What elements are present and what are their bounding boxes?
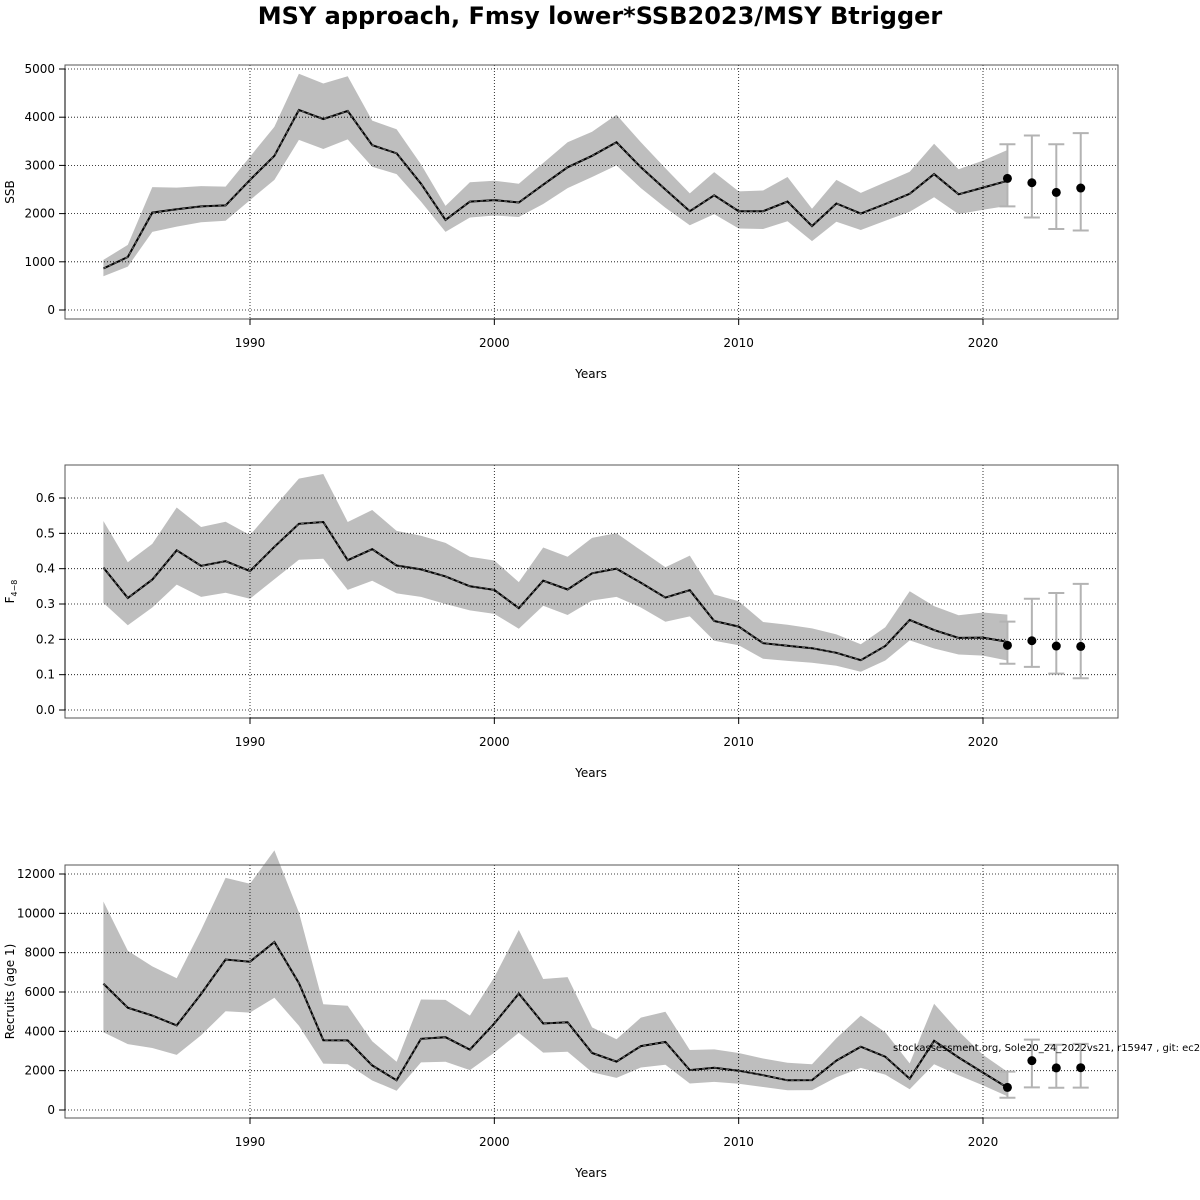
- y-tick-label: 2000: [24, 1064, 55, 1078]
- y-tick-label: 12000: [17, 867, 55, 881]
- forecast-point: [1051, 641, 1061, 651]
- y-tick-label: 0: [47, 1103, 55, 1117]
- y-tick-label: 1000: [24, 255, 55, 269]
- forecast-point: [1051, 1063, 1061, 1073]
- y-tick-label: 0.1: [36, 668, 55, 682]
- confidence-band: [103, 474, 1008, 672]
- x-tick-label: 2000: [479, 735, 510, 749]
- y-axis-title: Recruits (age 1): [3, 944, 17, 1040]
- y-tick-label: 0.2: [36, 632, 55, 646]
- y-tick-label: 0.3: [36, 597, 55, 611]
- x-tick-label: 1990: [235, 1135, 266, 1149]
- forecast-point: [1027, 1056, 1037, 1066]
- x-tick-label: 2010: [723, 735, 754, 749]
- forecast-point: [1027, 178, 1037, 188]
- forecast-point: [1002, 173, 1012, 183]
- x-axis-title: Years: [574, 367, 607, 381]
- forecast-point: [1002, 1082, 1012, 1092]
- confidence-band: [103, 850, 1008, 1097]
- y-tick-label: 4000: [24, 110, 55, 124]
- y-axis-title: F4−8: [3, 580, 19, 604]
- x-axis-title: Years: [574, 766, 607, 780]
- y-tick-label: 0.5: [36, 526, 55, 540]
- y-tick-label: 0.4: [36, 562, 55, 576]
- forecast-point: [1027, 636, 1037, 646]
- chart-title: MSY approach, Fmsy lower*SSB2023/MSY Btr…: [257, 2, 943, 30]
- forecast-errorbar: [1023, 134, 1040, 219]
- y-tick-label: 0: [47, 303, 55, 317]
- y-tick-label: 10000: [17, 906, 55, 920]
- y-tick-label: 0.0: [36, 703, 55, 717]
- forecast-errorbar: [1048, 592, 1065, 675]
- panel-3: 0 2000 4000 6000 8000 10000 12000 1990 2000 2010 2…: [3, 850, 1119, 1180]
- forecast-point: [1076, 183, 1086, 193]
- estimate-line-dashed: [103, 109, 1008, 269]
- panel-2: 0.0 0.1 0.2 0.3 0.4 0.5 0.6 1990 2000 2010 2020 Yea…: [3, 464, 1119, 780]
- x-tick-label: 2010: [723, 1135, 754, 1149]
- forecast-errorbar: [1048, 143, 1065, 231]
- forecast-point: [1076, 641, 1086, 651]
- y-axis-title: SSB: [3, 180, 17, 203]
- x-tick-label: 2000: [479, 1135, 510, 1149]
- estimate-line-dashed: [103, 521, 1008, 661]
- forecast-errorbar: [1072, 132, 1089, 232]
- x-tick-label: 2000: [479, 336, 510, 350]
- x-tick-label: 2010: [723, 336, 754, 350]
- estimate-line-dashed: [103, 941, 1008, 1089]
- y-tick-label: 6000: [24, 985, 55, 999]
- panel-1: 0 1000 2000 3000 4000 5000 1990 2000 2010 2020 Yea…: [3, 62, 1119, 381]
- forecast-point: [1002, 640, 1012, 650]
- y-tick-label: 4000: [24, 1024, 55, 1038]
- y-tick-label: 0.6: [36, 491, 55, 505]
- y-tick-label: 5000: [24, 62, 55, 76]
- forecast-point: [1051, 187, 1061, 197]
- x-tick-label: 2020: [968, 336, 999, 350]
- y-tick-label: 8000: [24, 946, 55, 960]
- forecast-errorbar: [1072, 582, 1089, 680]
- y-tick-label: 2000: [24, 207, 55, 221]
- x-tick-label: 2020: [968, 1135, 999, 1149]
- x-tick-label: 2020: [968, 735, 999, 749]
- x-tick-label: 1990: [235, 735, 266, 749]
- forecast-point: [1076, 1063, 1086, 1073]
- footer-note: stockassessment.org, Sole20_24_2022vs21,…: [893, 1043, 1200, 1054]
- y-tick-label: 3000: [24, 158, 55, 172]
- x-tick-label: 1990: [235, 336, 266, 350]
- forecast-errorbar: [1023, 597, 1040, 668]
- x-axis-title: Years: [574, 1166, 607, 1180]
